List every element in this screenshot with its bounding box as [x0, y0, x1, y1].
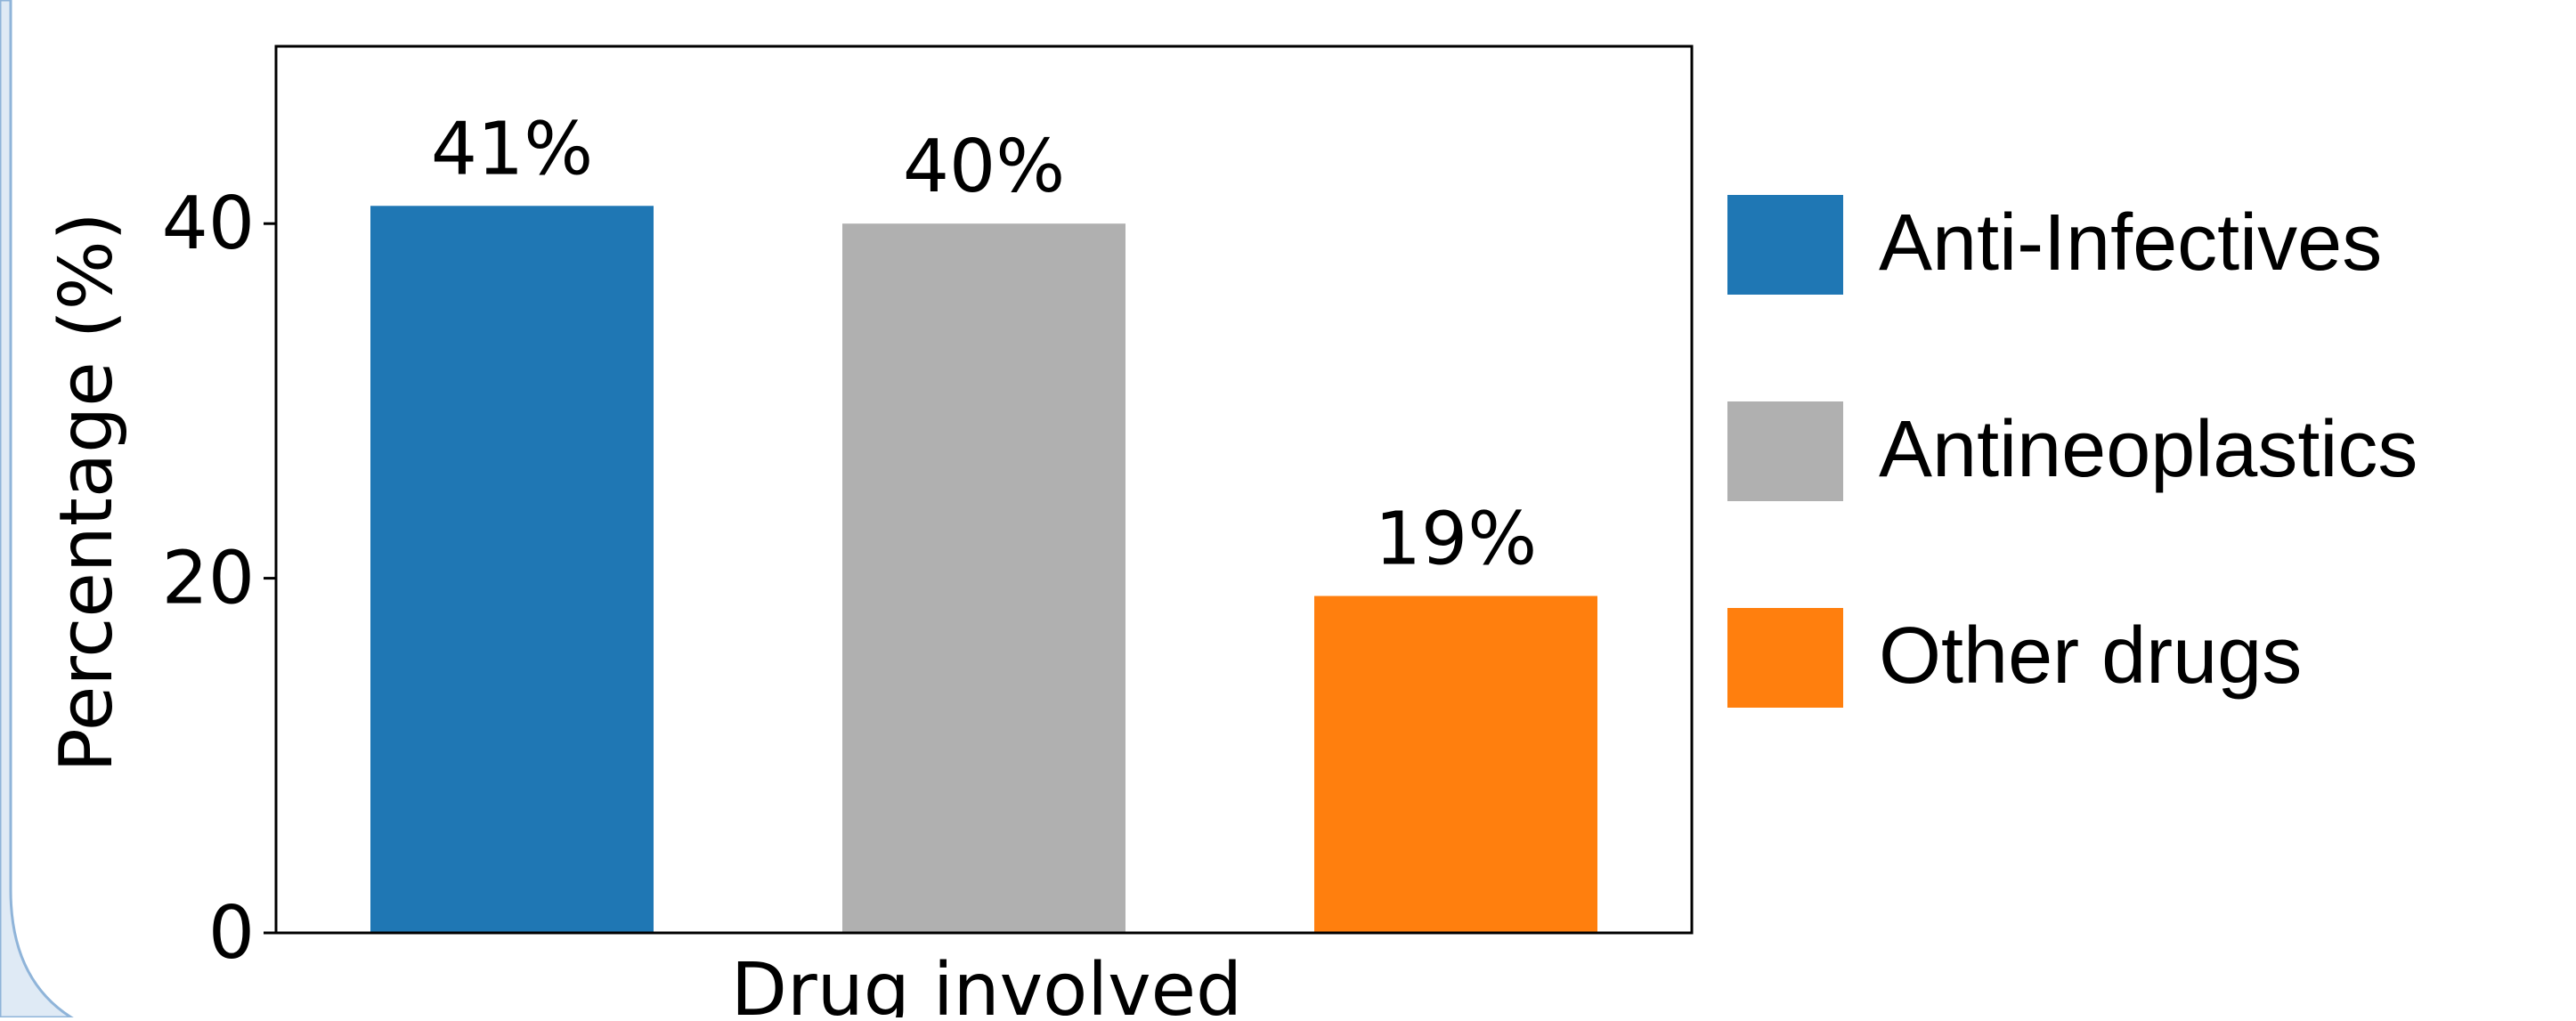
legend-swatch — [1727, 608, 1843, 708]
bar-other-drugs — [1314, 596, 1597, 933]
y-axis-label: Percentage (%) — [45, 212, 129, 772]
y-tick-label: 0 — [208, 891, 255, 976]
plot-frame — [274, 45, 1694, 935]
plot-area: 41% 40% 19% — [274, 45, 1694, 935]
legend-label: Other drugs — [1879, 612, 2302, 701]
bar-antineoplastics — [842, 223, 1125, 933]
y-axis-ticks: 0 20 40 — [162, 182, 276, 976]
bar-value-label: 41% — [431, 107, 593, 191]
x-axis-label: Drug involved — [731, 948, 1242, 1017]
legend-label: Antineoplastics — [1879, 405, 2418, 494]
bar-value-label: 19% — [1375, 498, 1537, 582]
bar-value-label: 40% — [903, 125, 1065, 209]
legend-swatch — [1727, 401, 1843, 501]
y-tick-label: 20 — [162, 537, 255, 621]
legend: Anti-Infectives Antineoplastics Other drug… — [1727, 195, 2418, 708]
decorative-frame-edge — [0, 0, 77, 1019]
legend-label: Anti-Infectives — [1879, 199, 2382, 288]
bar-anti-infectives — [370, 206, 654, 933]
y-tick-label: 40 — [162, 182, 255, 266]
legend-swatch — [1727, 195, 1843, 295]
